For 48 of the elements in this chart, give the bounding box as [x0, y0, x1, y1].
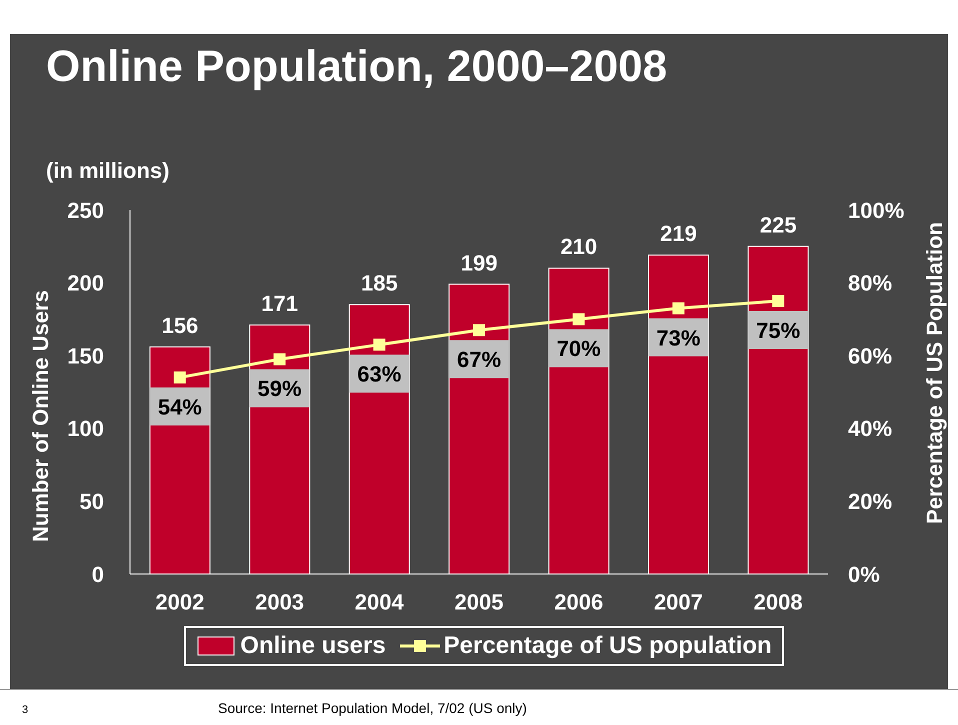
y2-tick-label: 60%: [848, 343, 892, 368]
data-label: 73%: [656, 325, 700, 350]
y-tick-label: 100: [67, 416, 104, 442]
data-label: 171: [261, 291, 298, 316]
point: [672, 302, 684, 314]
data-label: 219: [660, 221, 697, 246]
x-tick-label: 2004: [354, 590, 405, 615]
y-tick-label: 150: [67, 343, 104, 368]
y2-tick-label: 40%: [848, 416, 892, 442]
data-label: 75%: [756, 318, 800, 343]
data-label: 54%: [158, 394, 202, 420]
point: [373, 338, 386, 351]
x-tick-label: 2006: [554, 590, 604, 615]
y2-tick-label: 80%: [848, 270, 892, 296]
point: [473, 324, 485, 336]
y-tick-label: 0: [92, 562, 104, 587]
y-tick-label: 50: [80, 489, 104, 514]
x-tick-label: 2008: [754, 590, 803, 615]
data-label: 67%: [456, 347, 502, 372]
data-label: 210: [560, 234, 598, 260]
data-label: 70%: [556, 336, 601, 362]
x-tick-label: 2002: [155, 590, 204, 615]
point: [572, 313, 585, 326]
legend-label: Percentage of US population: [442, 632, 772, 660]
x-tick-label: 2005: [454, 590, 504, 615]
y2-tick-label: 100%: [848, 198, 904, 223]
y2-axis-title: Percentage of US Population: [922, 222, 947, 524]
y-tick-label: 200: [67, 270, 104, 296]
x-tick-label: 2007: [654, 590, 703, 615]
text: 3: [22, 704, 28, 716]
chart-title: Online Population, 2000–2008: [46, 42, 668, 92]
y-tick-label: 250: [67, 198, 104, 223]
y-axis-title: Number of Online Users: [28, 290, 53, 542]
data-label: 156: [162, 312, 198, 338]
text: (in millions): [46, 158, 170, 184]
y2-tick-label: 0%: [848, 562, 880, 587]
legend-label: Online users: [239, 632, 386, 660]
data-label: 185: [361, 270, 398, 296]
point: [772, 295, 784, 307]
point: [274, 353, 286, 366]
data-label: 63%: [357, 362, 402, 387]
point: [174, 371, 186, 384]
x-tick-label: 2003: [255, 590, 304, 615]
data-label: 199: [460, 250, 498, 276]
source-note: Source: Internet Population Model, 7/02 (US only): [218, 700, 527, 716]
data-label: 59%: [258, 376, 302, 402]
data-label: 225: [760, 212, 797, 238]
y2-tick-label: 20%: [848, 489, 892, 514]
